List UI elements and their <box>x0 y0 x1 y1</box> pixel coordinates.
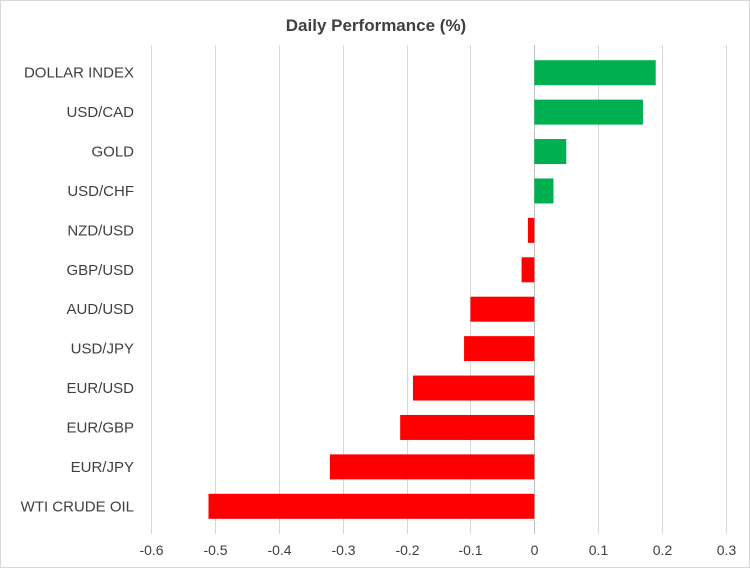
category-label: DOLLAR INDEX <box>24 65 134 82</box>
bar-nzd-usd <box>527 217 535 243</box>
bar-usd-jpy <box>464 336 535 362</box>
category-label: AUD/USD <box>66 301 134 318</box>
category-label: GBP/USD <box>66 262 134 279</box>
x-tick-label: -0.4 <box>267 542 291 558</box>
bar-usd-chf <box>534 178 554 204</box>
x-tick-label: 0.2 <box>653 542 673 558</box>
bar-gbp-usd <box>521 257 535 283</box>
category-label: EUR/JPY <box>71 459 134 476</box>
x-tick-label: 0 <box>531 542 539 558</box>
bar-eur-jpy <box>329 454 535 480</box>
bar-dollar-index <box>534 60 656 86</box>
chart-title: Daily Performance (%) <box>286 16 466 35</box>
x-tick-label: 0.1 <box>589 542 609 558</box>
category-label: USD/JPY <box>71 341 134 358</box>
category-label: USD/CAD <box>66 104 134 121</box>
category-label: EUR/GBP <box>66 419 134 436</box>
x-axis-tick-labels: -0.6 -0.5 -0.4 -0.3 -0.2 -0.1 0 0.1 0.2 0.3 <box>139 542 736 558</box>
x-tick-label: -0.3 <box>331 542 355 558</box>
bar-eur-usd <box>412 375 535 401</box>
gridlines <box>151 45 727 534</box>
category-labels: DOLLAR INDEX USD/CAD GOLD USD/CHF NZD/USD GBP… <box>21 65 135 516</box>
category-label: USD/CHF <box>67 183 134 200</box>
category-label: WTI CRUDE OIL <box>21 498 134 515</box>
x-tick-label: -0.5 <box>203 542 227 558</box>
bar-usd-cad <box>534 99 643 125</box>
x-tick-label: 0.3 <box>717 542 737 558</box>
category-label: GOLD <box>91 144 134 161</box>
bars <box>208 60 656 519</box>
bar-gold <box>534 139 567 165</box>
x-tick-label: -0.2 <box>395 542 419 558</box>
category-label: EUR/USD <box>66 380 134 397</box>
x-tick-label: -0.1 <box>458 542 482 558</box>
bar-aud-usd <box>470 296 535 322</box>
bar-wti-crude-oil <box>208 493 535 519</box>
category-label: NZD/USD <box>67 222 134 239</box>
bar-eur-gbp <box>400 414 535 440</box>
x-tick-label: -0.6 <box>139 542 163 558</box>
